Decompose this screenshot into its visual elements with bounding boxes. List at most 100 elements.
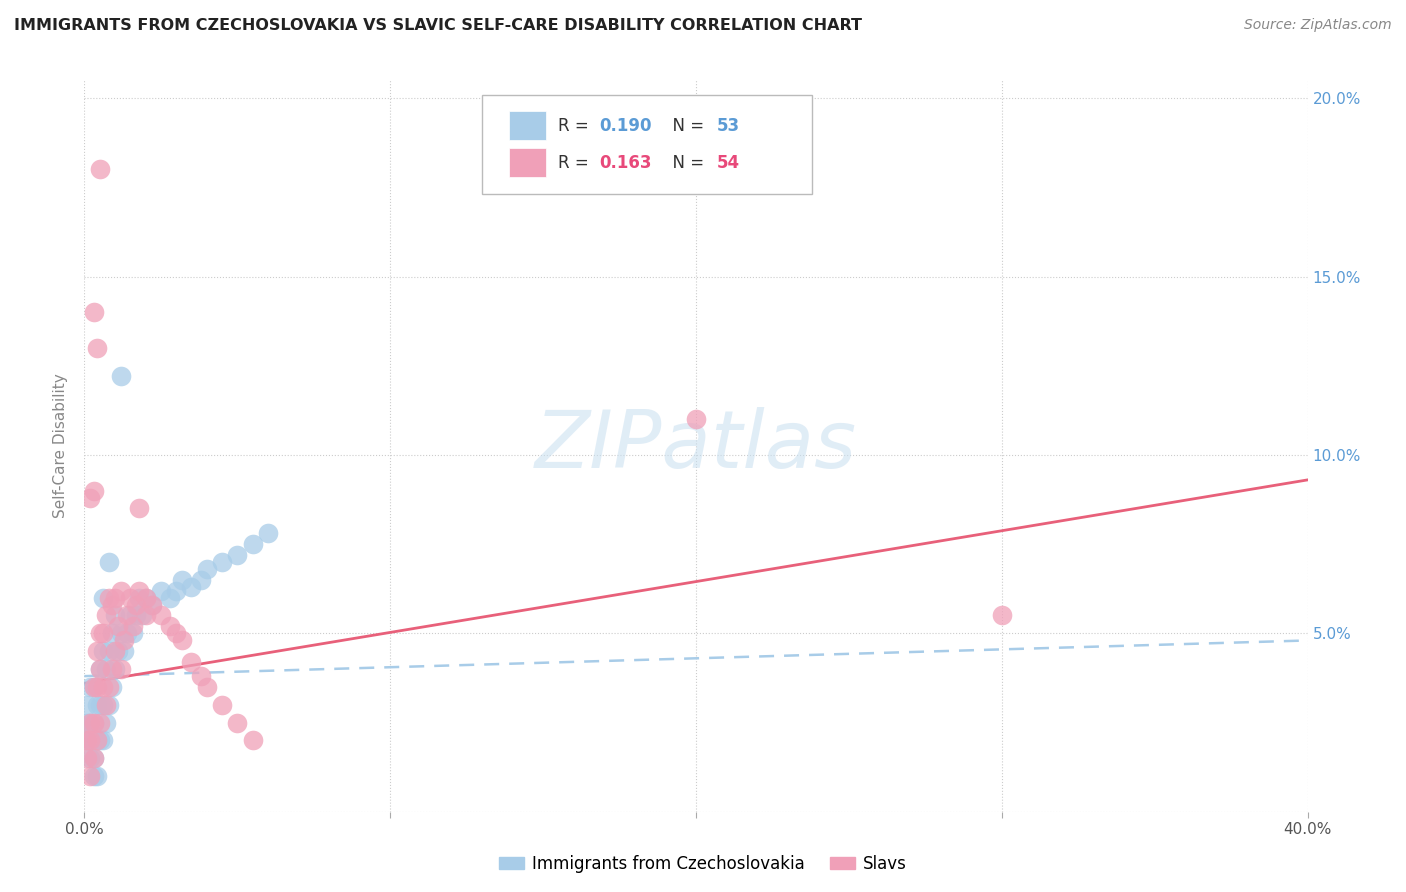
Text: ZIPatlas: ZIPatlas [534,407,858,485]
Point [83,680,105,694]
Point [76,715,98,730]
Point [104,608,127,623]
FancyBboxPatch shape [482,95,813,194]
Point [76,733,98,747]
Point [685,412,707,426]
Point [91,644,114,658]
Point [112,633,135,648]
Point [86,341,108,355]
Point [128,501,150,516]
Point [211,555,233,569]
Point [190,669,212,683]
Point [115,626,138,640]
Point [91,626,114,640]
Point [172,573,194,587]
Point [89,626,111,640]
Point [86,733,108,747]
Point [86,769,108,783]
Point [79,733,101,747]
Point [94,608,117,623]
Point [91,591,114,605]
Point [89,662,111,676]
Point [83,751,105,765]
Text: IMMIGRANTS FROM CZECHOSLOVAKIA VS SLAVIC SELF-CARE DISABILITY CORRELATION CHART: IMMIGRANTS FROM CZECHOSLOVAKIA VS SLAVIC… [14,18,862,33]
Point [91,698,114,712]
Point [110,369,132,384]
Point [86,698,108,712]
Point [115,608,138,623]
Point [83,769,105,783]
Point [180,655,202,669]
Point [97,680,120,694]
Point [97,698,120,712]
Point [107,644,129,658]
Point [89,662,111,676]
Point [141,598,163,612]
Point [242,537,264,551]
Point [79,491,101,505]
Point [125,598,148,612]
Point [131,608,153,623]
Point [211,698,233,712]
Legend: Immigrants from Czechoslovakia, Slavs: Immigrants from Czechoslovakia, Slavs [492,848,914,880]
Point [89,698,111,712]
Point [86,680,108,694]
Point [101,662,124,676]
Point [76,698,98,712]
Point [159,619,181,633]
Point [83,715,105,730]
Point [180,580,202,594]
Point [172,633,194,648]
Point [89,715,111,730]
Point [991,608,1014,623]
Point [83,305,105,319]
Point [94,698,117,712]
Text: R =: R = [558,153,593,172]
Text: N =: N = [662,153,709,172]
Point [125,608,148,623]
Point [149,608,172,623]
Point [104,591,127,605]
Y-axis label: Self-Care Disability: Self-Care Disability [53,374,69,518]
Point [165,626,187,640]
Text: 0.163: 0.163 [599,153,652,172]
Text: 54: 54 [717,153,740,172]
Point [79,715,101,730]
Point [79,751,101,765]
Text: 0.190: 0.190 [599,117,652,135]
Point [107,619,129,633]
Point [104,644,127,658]
Point [86,733,108,747]
Bar [509,112,546,140]
Point [159,591,181,605]
Bar [509,148,546,178]
Point [97,591,120,605]
Point [135,591,157,605]
Point [120,608,142,623]
Point [83,483,105,498]
Point [257,526,280,541]
Point [226,715,249,730]
Point [135,591,157,605]
Point [91,680,114,694]
Point [76,751,98,765]
Point [195,680,218,694]
Point [190,573,212,587]
Point [122,626,145,640]
Text: R =: R = [558,117,593,135]
Point [97,555,120,569]
Point [128,583,150,598]
Point [101,680,124,694]
Point [101,626,124,640]
Point [79,769,101,783]
Text: N =: N = [662,117,709,135]
Point [89,733,111,747]
Point [149,583,172,598]
Point [83,715,105,730]
Point [112,644,135,658]
Point [94,662,117,676]
Point [79,680,101,694]
Point [83,680,105,694]
Point [79,733,101,747]
Point [128,591,150,605]
